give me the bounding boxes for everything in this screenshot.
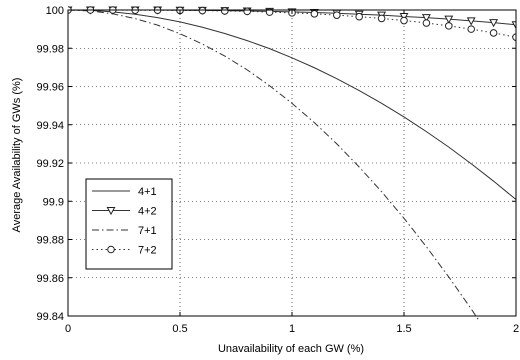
series-line [68,9,516,38]
y-tick-label: 99.86 [36,273,64,285]
data-point [421,14,431,23]
y-tick-label: 99.9 [43,196,64,208]
y-tick-label: 99.96 [36,82,64,94]
x-axis-label: Unavailability of each GW (%) [218,343,364,355]
legend-marker [106,207,116,216]
legend-item-4+1: 4+1 [92,186,157,198]
data-point [422,19,431,27]
legend-item-7+1: 7+1 [92,225,157,237]
y-tick-label: 99.98 [36,43,64,55]
legend-label: 4+1 [138,186,157,198]
data-point [310,10,319,18]
legend-marker [107,245,115,254]
data-point [489,29,498,37]
data-point [466,17,476,26]
y-axis-label: Average Availability of GWs (%) [11,78,23,233]
data-point [489,19,499,28]
series-7+1 [68,9,480,320]
series-line [68,9,480,320]
y-tick-label: 99.88 [36,235,64,247]
data-point [243,7,251,16]
legend: 4+1 4+2 7+1 7+2 [85,178,173,270]
data-point [467,25,476,33]
data-point [198,6,207,15]
data-point [511,21,516,30]
x-tick-label: 0 [65,323,71,335]
legend-label: 4+2 [138,206,157,218]
y-tick-label: 99.92 [36,158,64,170]
series-line [68,9,516,200]
x-tick-label: 1.5 [396,323,411,335]
data-point [355,12,364,21]
data-point [333,11,341,19]
data-point [221,7,229,15]
series-4+1 [68,9,516,200]
x-tick-label: 1 [289,323,295,335]
data-point [377,14,386,23]
data-point [400,16,408,25]
y-tick-label: 99.84 [36,311,64,323]
axis-ticks: 0 0.5 1 1.5 2 99.84 99.86 99.88 99.9 99.92 99.94 99… [36,5,519,335]
y-tick-label: 99.94 [36,120,64,132]
legend-item-7+2: 7+2 [92,245,157,257]
data-point [512,33,516,41]
legend-label: 7+1 [138,225,157,237]
grid [68,10,516,316]
data-point [445,22,453,30]
data-point [444,15,454,24]
legend-item-4+2: 4+2 [92,206,157,218]
legend-label: 7+2 [138,245,157,257]
x-tick-label: 2 [513,323,519,335]
legend-box [85,178,173,270]
y-tick-label: 100 [46,5,64,17]
x-tick-label: 0.5 [172,323,187,335]
